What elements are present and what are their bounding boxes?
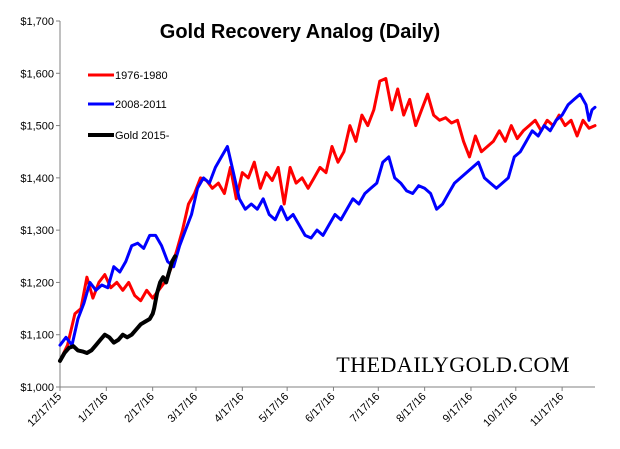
y-tick-label: $1,200 xyxy=(20,277,54,289)
series-line-Gold 2015- xyxy=(58,254,178,363)
legend: 1976-1980 2008-2011 Gold 2015- xyxy=(88,70,170,142)
y-tick-label: $1,400 xyxy=(20,173,54,185)
y-tick-label: $1,100 xyxy=(20,330,54,342)
series-line-1976-1980 xyxy=(58,77,597,363)
y-tick-label: $1,300 xyxy=(20,225,54,237)
y-tick-label: $1,500 xyxy=(20,121,54,133)
legend-label: 1976-1980 xyxy=(115,70,168,82)
series-layer xyxy=(58,77,597,363)
y-tick-label: $1,000 xyxy=(20,382,54,394)
chart-title: Gold Recovery Analog (Daily) xyxy=(160,21,440,43)
series-line-2008-2011 xyxy=(58,92,597,347)
y-tick-label: $1,700 xyxy=(20,16,54,28)
legend-label: 2008-2011 xyxy=(115,99,167,111)
brand-watermark: THEDAILYGOLD.COM xyxy=(336,352,570,377)
legend-label: Gold 2015- xyxy=(115,130,170,142)
y-tick-label: $1,600 xyxy=(20,68,54,80)
